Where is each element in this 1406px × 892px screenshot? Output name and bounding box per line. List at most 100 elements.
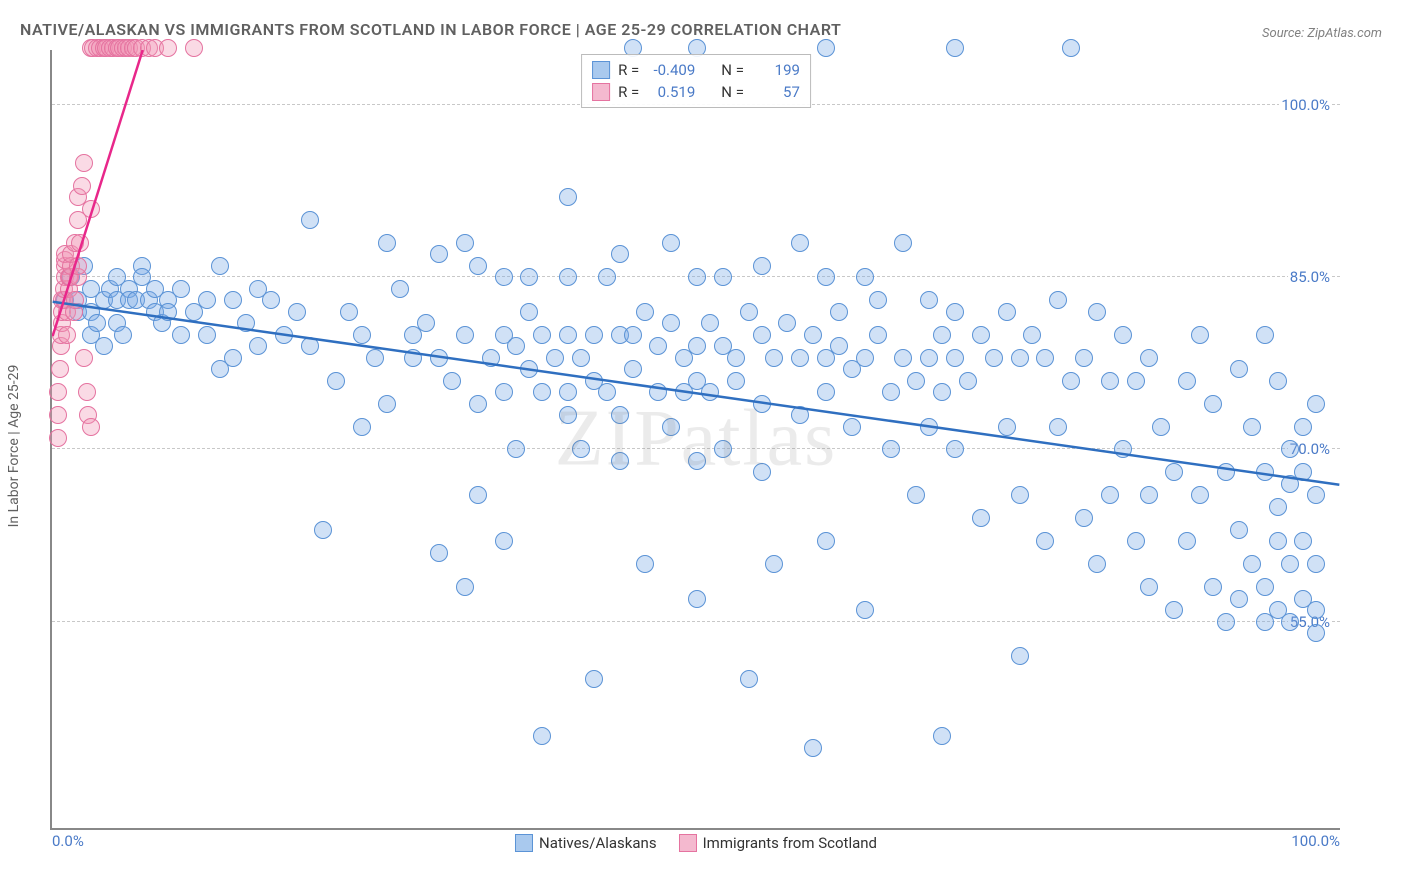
data-point-natives <box>662 314 680 332</box>
data-point-natives <box>559 406 577 424</box>
data-point-natives <box>1140 486 1158 504</box>
data-point-natives <box>482 349 500 367</box>
data-point-natives <box>894 234 912 252</box>
data-point-natives <box>933 326 951 344</box>
data-point-natives <box>456 578 474 596</box>
data-point-natives <box>727 349 745 367</box>
legend-label-natives: Natives/Alaskans <box>539 834 657 852</box>
data-point-scotland <box>69 257 87 275</box>
data-point-natives <box>1243 555 1261 573</box>
data-point-natives <box>611 406 629 424</box>
legend-n-value-natives: 199 <box>752 61 800 79</box>
data-point-scotland <box>51 360 69 378</box>
data-point-natives <box>1127 372 1145 390</box>
data-point-natives <box>159 303 177 321</box>
data-point-natives <box>417 314 435 332</box>
data-point-natives <box>172 326 190 344</box>
data-point-natives <box>1307 395 1325 413</box>
data-point-natives <box>507 337 525 355</box>
data-point-natives <box>946 440 964 458</box>
data-point-scotland <box>49 383 67 401</box>
data-point-natives <box>275 326 293 344</box>
data-point-natives <box>520 303 538 321</box>
data-point-natives <box>1204 395 1222 413</box>
data-point-natives <box>1191 326 1209 344</box>
legend-r-value-scotland: 0.519 <box>647 83 695 101</box>
data-point-natives <box>1011 647 1029 665</box>
data-point-natives <box>353 326 371 344</box>
data-point-natives <box>740 303 758 321</box>
legend-row-scotland: R = 0.519 N = 57 <box>592 81 800 103</box>
data-point-natives <box>546 349 564 367</box>
data-point-natives <box>198 291 216 309</box>
data-point-natives <box>391 280 409 298</box>
data-point-natives <box>404 349 422 367</box>
data-point-natives <box>1075 509 1093 527</box>
data-point-natives <box>882 383 900 401</box>
data-point-natives <box>830 337 848 355</box>
data-point-natives <box>1062 372 1080 390</box>
data-point-natives <box>688 590 706 608</box>
data-point-natives <box>1140 349 1158 367</box>
data-point-natives <box>765 349 783 367</box>
data-point-natives <box>791 406 809 424</box>
data-point-natives <box>1281 555 1299 573</box>
source-credit: Source: ZipAtlas.com <box>1262 26 1382 41</box>
data-point-natives <box>972 326 990 344</box>
data-point-natives <box>907 486 925 504</box>
data-point-natives <box>598 268 616 286</box>
data-point-natives <box>353 418 371 436</box>
data-point-natives <box>366 349 384 367</box>
y-tick-label: 100.0% <box>1279 96 1332 114</box>
data-point-natives <box>624 360 642 378</box>
data-point-natives <box>714 268 732 286</box>
gridline <box>52 621 1340 622</box>
legend-n-label: N = <box>721 61 744 79</box>
data-point-natives <box>237 314 255 332</box>
data-point-natives <box>1256 326 1274 344</box>
data-point-scotland <box>78 383 96 401</box>
y-axis-label: In Labor Force | Age 25-29 <box>6 365 22 528</box>
data-point-natives <box>1049 418 1067 436</box>
data-point-natives <box>649 337 667 355</box>
data-point-natives <box>301 211 319 229</box>
data-point-natives <box>495 532 513 550</box>
legend-swatch-scotland <box>592 83 610 101</box>
data-point-scotland <box>49 406 67 424</box>
data-point-scotland <box>75 349 93 367</box>
legend-r-label: R = <box>618 83 639 101</box>
data-point-natives <box>559 326 577 344</box>
data-point-natives <box>998 418 1016 436</box>
data-point-natives <box>933 727 951 745</box>
data-point-natives <box>740 670 758 688</box>
data-point-natives <box>1036 349 1054 367</box>
data-point-natives <box>624 326 642 344</box>
data-point-natives <box>946 349 964 367</box>
data-point-natives <box>572 349 590 367</box>
data-point-natives <box>817 383 835 401</box>
data-point-natives <box>520 360 538 378</box>
data-point-scotland <box>71 234 89 252</box>
data-point-natives <box>1281 613 1299 631</box>
data-point-natives <box>572 440 590 458</box>
data-point-natives <box>933 383 951 401</box>
data-point-scotland <box>58 326 76 344</box>
data-point-natives <box>495 268 513 286</box>
data-point-natives <box>114 326 132 344</box>
data-point-natives <box>714 440 732 458</box>
data-point-scotland <box>75 154 93 172</box>
x-tick-max: 100.0% <box>1291 832 1340 850</box>
legend-row-natives: R = -0.409 N = 199 <box>592 59 800 81</box>
data-point-natives <box>946 303 964 321</box>
data-point-natives <box>830 303 848 321</box>
data-point-natives <box>262 291 280 309</box>
data-point-natives <box>443 372 461 390</box>
data-point-natives <box>753 463 771 481</box>
data-point-natives <box>1127 532 1145 550</box>
data-point-natives <box>1307 555 1325 573</box>
data-point-natives <box>843 418 861 436</box>
data-point-natives <box>1256 578 1274 596</box>
data-point-natives <box>1307 486 1325 504</box>
data-point-natives <box>598 383 616 401</box>
data-point-natives <box>1114 326 1132 344</box>
